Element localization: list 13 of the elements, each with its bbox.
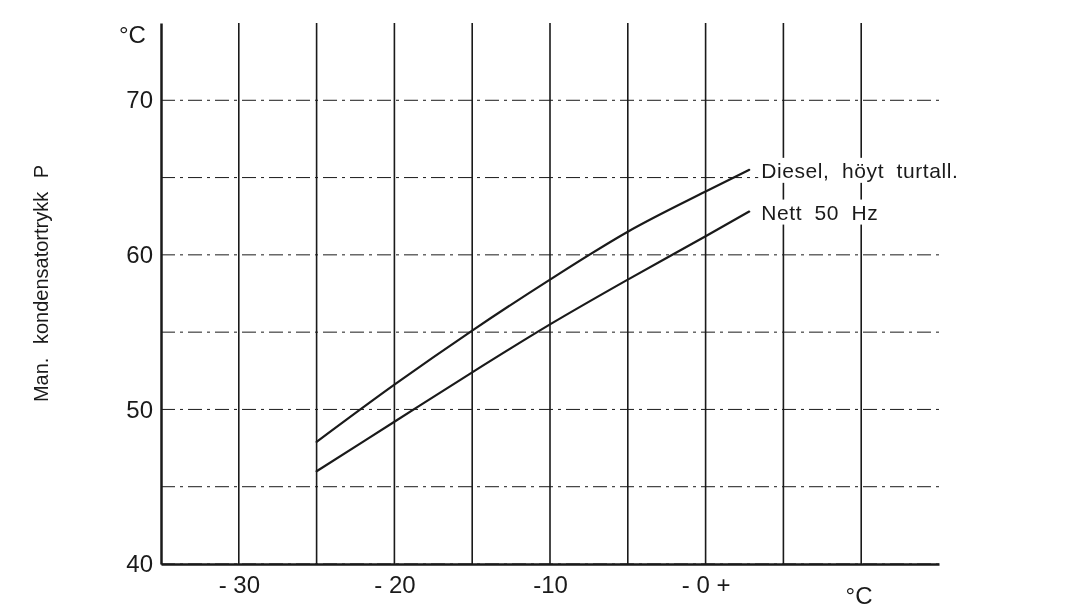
series-label: Diesel, höyt turtall. xyxy=(761,158,959,182)
y-axis-title: Man. kondensatortrykk P xyxy=(30,164,52,403)
y-tick-label: 50 xyxy=(126,395,153,423)
text: °C xyxy=(119,21,146,48)
y-tick-label: 60 xyxy=(126,241,153,269)
x-tick-label: - 30 xyxy=(218,571,260,599)
x-tick-label: - 0 + xyxy=(681,571,731,599)
series-label: Nett 50 Hz xyxy=(761,200,879,224)
y-tick-label: 40 xyxy=(126,550,153,578)
x-tick-label: - 20 xyxy=(374,571,416,599)
x-axis-title: °C xyxy=(845,582,873,609)
y-tick-label: 70 xyxy=(126,86,153,114)
x-tick-label: -10 xyxy=(533,571,568,599)
